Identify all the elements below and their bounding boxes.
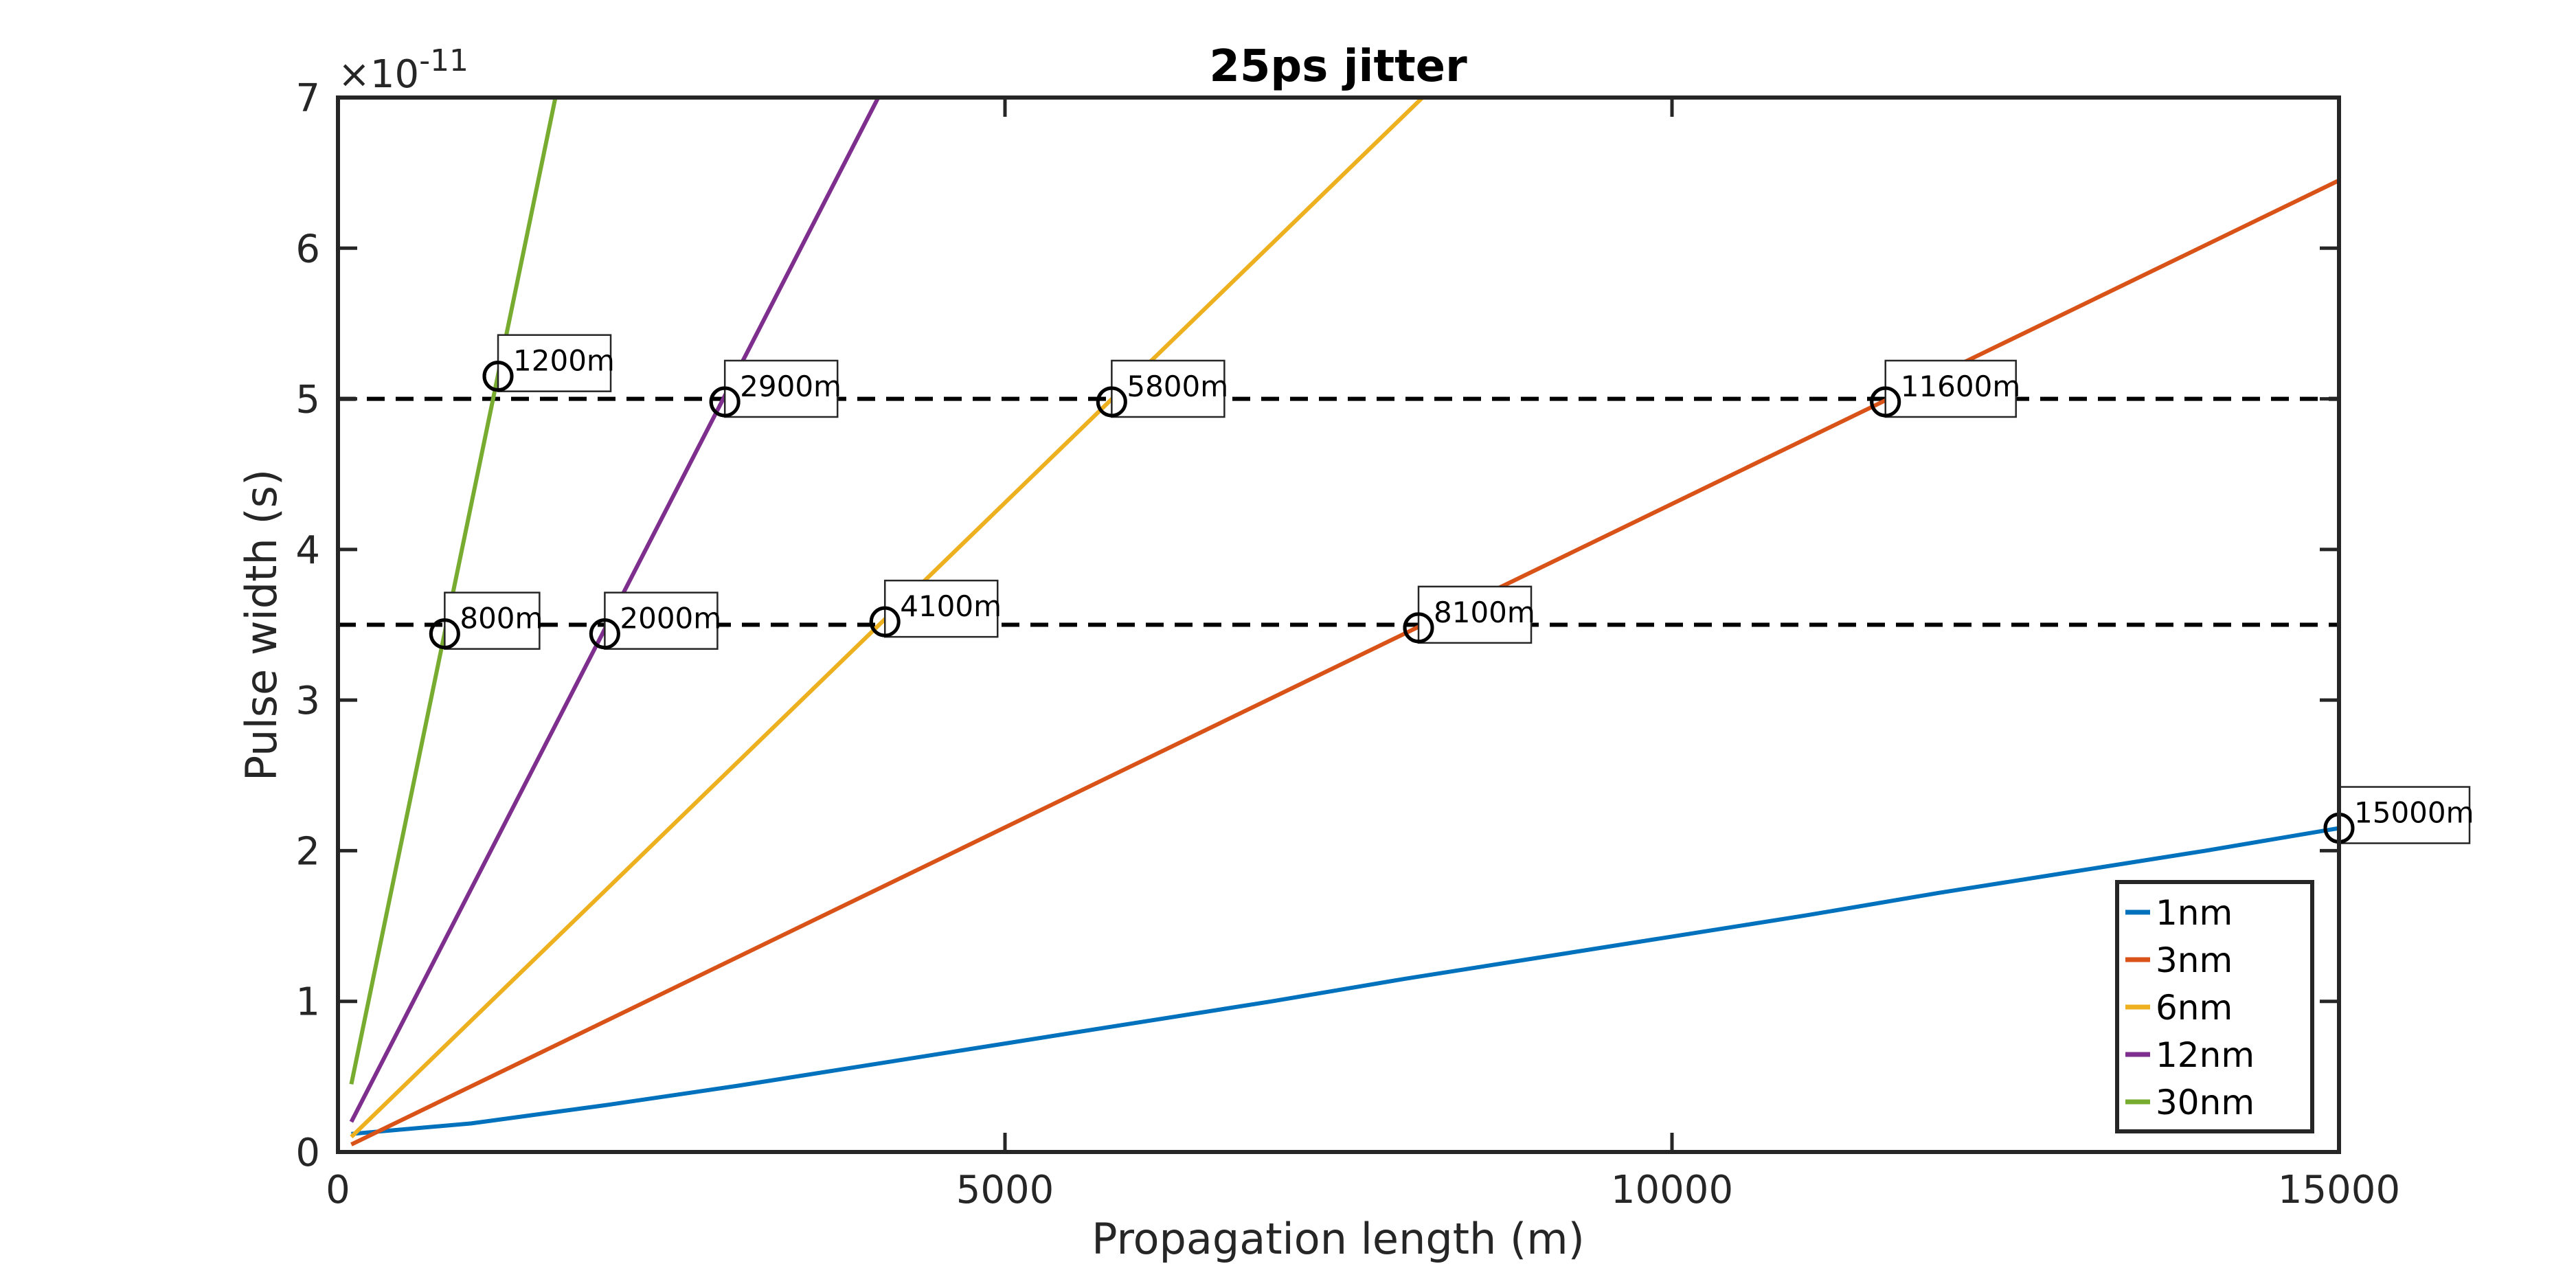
- y-tick-label: 0: [295, 1131, 320, 1175]
- series-line-30nm: [349, 98, 558, 1085]
- legend-label: 1nm: [2156, 893, 2233, 933]
- data-tip-label: 800m: [460, 602, 543, 635]
- data-marker-outline: [1403, 612, 1434, 644]
- data-marker-outline: [429, 618, 460, 650]
- y-tick-label: 5: [295, 378, 320, 422]
- data-tip-label: 5800m: [1127, 370, 1228, 403]
- data-marker-outline: [1870, 386, 1901, 418]
- y-exponent-base: ×10: [338, 52, 419, 97]
- x-tick-label: 15000: [2278, 1168, 2400, 1212]
- data-marker-outline: [482, 361, 514, 392]
- data-tip-box: [1111, 359, 1225, 418]
- data-tip-label: 8100m: [1434, 596, 1535, 629]
- legend-label: 30nm: [2156, 1083, 2255, 1122]
- x-axis-label: Propagation length (m): [1092, 1214, 1585, 1264]
- data-tip-box: [1884, 359, 2017, 418]
- x-tick-label: 5000: [956, 1168, 1054, 1212]
- legend-label: 6nm: [2156, 988, 2233, 1028]
- data-tip-label: 15000m: [2354, 796, 2474, 830]
- y-tick-label: 6: [295, 227, 320, 271]
- data-marker-outline: [709, 386, 741, 418]
- chart-title: 25ps jitter: [1209, 41, 1467, 92]
- data-tip-label: 2900m: [740, 370, 841, 403]
- series-line-1nm: [351, 826, 2339, 1136]
- data-marker-outline: [869, 606, 901, 637]
- y-tick-label: 7: [295, 76, 320, 121]
- data-marker-outline: [1096, 386, 1127, 418]
- y-tick-label: 3: [295, 679, 320, 723]
- legend: 1nm 3nm 6nm 12nm 30nm: [2115, 880, 2314, 1133]
- data-tip-box: [2338, 786, 2471, 844]
- axis-ticks: 0 5000 10000 15000 0 1 2 3 4 5 6 7: [295, 76, 2400, 1212]
- y-exponent-label: ×10-11: [338, 43, 468, 97]
- data-tip-box: [883, 579, 999, 638]
- data-marker-outline: [589, 618, 620, 650]
- data-tip-label: 11600m: [1901, 370, 2021, 403]
- data-tip-label: 4100m: [900, 589, 1002, 623]
- y-axis-label: Pulse width (s): [236, 469, 286, 781]
- data-tip-label: 2000m: [620, 602, 721, 635]
- legend-label: 12nm: [2156, 1035, 2255, 1075]
- axes-box: [336, 95, 2341, 1154]
- y-exponent-power: -11: [419, 43, 468, 78]
- data-tip-box: [1417, 585, 1533, 644]
- y-tick-label: 1: [295, 980, 320, 1025]
- legend-label: 3nm: [2156, 940, 2233, 980]
- y-tick-label: 4: [295, 528, 320, 573]
- series-line-3nm: [350, 178, 2339, 1146]
- x-tick-label: 0: [326, 1168, 350, 1212]
- annotations: 1200m 2900m 5800m 11600m 800m 2000m 4100m 8100m…: [429, 334, 2474, 844]
- data-tip-label: 1200m: [513, 344, 615, 378]
- y-tick-label: 2: [295, 829, 320, 874]
- plot-area: 1200m 2900m 5800m 11600m 800m 2000m 4100m 8100m…: [338, 98, 2474, 1146]
- data-tip-box: [723, 359, 839, 418]
- data-tip-box: [604, 591, 719, 650]
- x-tick-label: 10000: [1611, 1168, 1733, 1212]
